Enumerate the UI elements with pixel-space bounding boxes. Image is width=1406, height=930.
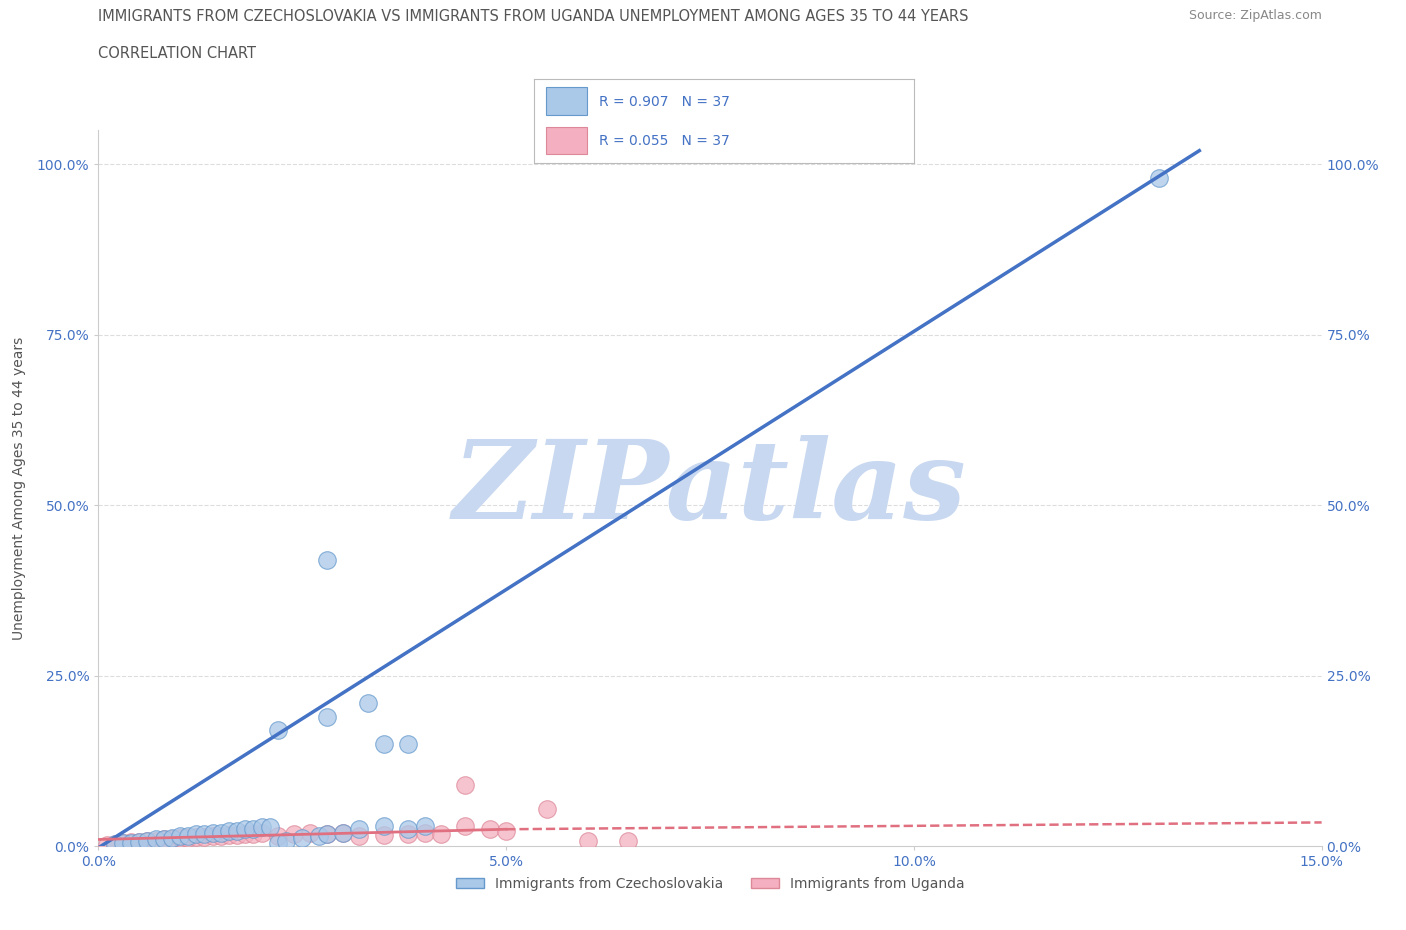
Point [356, 696, 378, 711]
Point [233, 827, 256, 842]
Point [396, 822, 419, 837]
Point [349, 829, 371, 844]
Point [576, 833, 599, 848]
Point [478, 822, 501, 837]
Point [177, 829, 200, 844]
Point [349, 822, 371, 837]
Point [218, 824, 240, 839]
Point [242, 822, 264, 837]
Point [250, 819, 273, 834]
Point [332, 825, 354, 840]
Point [454, 818, 477, 833]
Point [209, 829, 232, 844]
Point [315, 827, 337, 842]
Point [120, 835, 142, 850]
Point [536, 802, 558, 817]
Point [299, 825, 322, 840]
Point [267, 835, 290, 850]
Point [617, 833, 640, 848]
Point [120, 835, 142, 850]
Point [242, 827, 264, 842]
Point [226, 828, 249, 843]
Point [332, 825, 354, 840]
Text: R = 0.055   N = 37: R = 0.055 N = 37 [599, 134, 730, 148]
Point [495, 824, 517, 839]
Point [136, 833, 159, 848]
Point [315, 552, 337, 567]
Y-axis label: Unemployment Among Ages 35 to 44 years: Unemployment Among Ages 35 to 44 years [11, 337, 25, 640]
Point [259, 819, 281, 834]
Bar [546, 87, 588, 115]
Point [413, 818, 436, 833]
Point [169, 829, 191, 844]
Point [96, 838, 118, 853]
Point [145, 832, 167, 847]
Point [193, 830, 215, 844]
Point [226, 824, 249, 839]
Point [1147, 170, 1170, 185]
Point [315, 710, 337, 724]
Point [396, 737, 419, 751]
Point [128, 834, 150, 849]
Text: CORRELATION CHART: CORRELATION CHART [98, 46, 256, 61]
Point [177, 830, 200, 845]
Point [373, 828, 395, 843]
Point [193, 827, 215, 842]
Point [160, 832, 183, 847]
Point [218, 828, 240, 843]
Point [267, 723, 290, 737]
Point [373, 818, 395, 833]
Point [267, 829, 290, 844]
Point [201, 825, 224, 840]
Point [136, 833, 159, 848]
Point [111, 835, 134, 850]
Point [186, 830, 208, 844]
Point [104, 836, 127, 851]
Point [413, 825, 436, 840]
Point [250, 825, 273, 840]
Point [233, 822, 256, 837]
Bar [546, 126, 588, 154]
Text: ZIPatlas: ZIPatlas [453, 434, 967, 542]
Point [169, 830, 191, 845]
Point [396, 827, 419, 842]
Point [201, 829, 224, 844]
Point [145, 833, 167, 848]
Point [128, 834, 150, 849]
Point [160, 830, 183, 845]
Point [152, 832, 174, 847]
Point [104, 837, 127, 852]
Point [454, 777, 477, 792]
Text: IMMIGRANTS FROM CZECHOSLOVAKIA VS IMMIGRANTS FROM UGANDA UNEMPLOYMENT AMONG AGES: IMMIGRANTS FROM CZECHOSLOVAKIA VS IMMIGR… [98, 9, 969, 24]
Legend: Immigrants from Czechoslovakia, Immigrants from Uganda: Immigrants from Czechoslovakia, Immigran… [450, 871, 970, 897]
Point [373, 737, 395, 751]
Point [291, 830, 314, 845]
Point [308, 829, 330, 844]
Point [186, 827, 208, 842]
Text: Source: ZipAtlas.com: Source: ZipAtlas.com [1188, 9, 1322, 22]
Point [283, 827, 305, 842]
Point [315, 827, 337, 842]
Point [274, 833, 297, 848]
Text: R = 0.907   N = 37: R = 0.907 N = 37 [599, 95, 730, 109]
Point [209, 825, 232, 840]
Point [111, 835, 134, 850]
Point [430, 827, 453, 842]
Point [152, 832, 174, 847]
